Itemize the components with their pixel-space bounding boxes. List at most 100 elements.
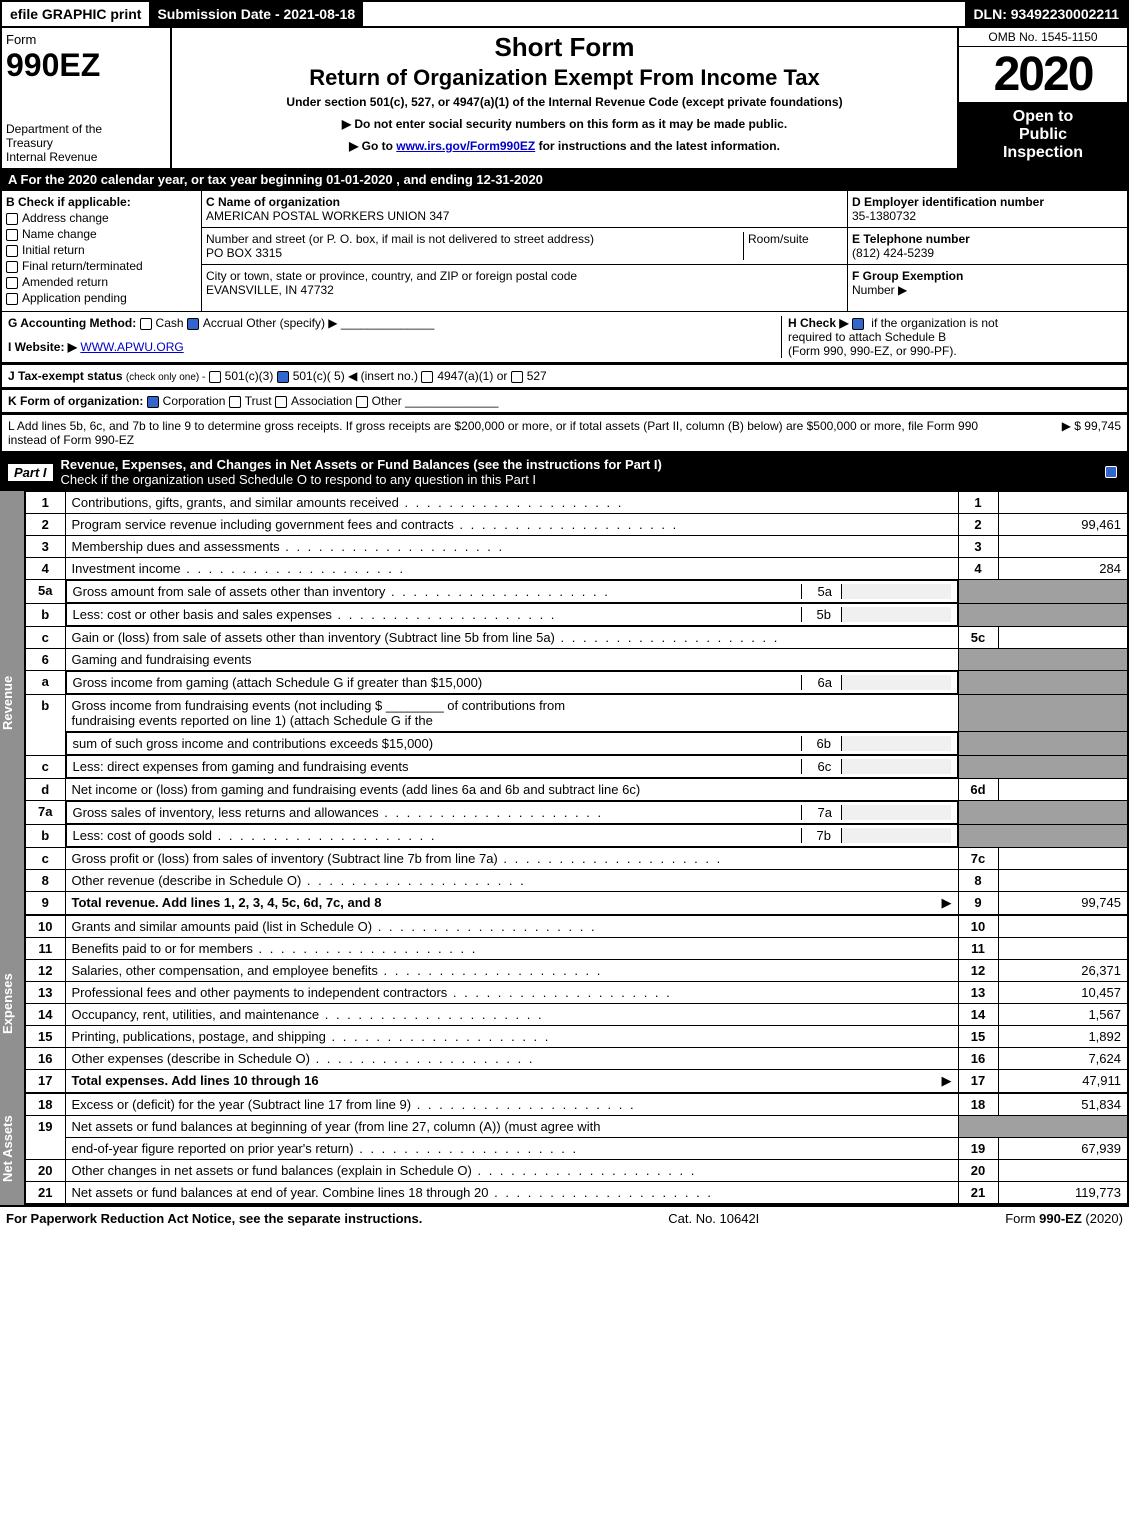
form-word: Form xyxy=(6,32,166,47)
chk-527[interactable] xyxy=(511,371,523,383)
line-14-amt: 1,567 xyxy=(998,1004,1128,1026)
l-text: L Add lines 5b, 6c, and 7b to line 9 to … xyxy=(8,419,1001,447)
line-1-amt xyxy=(998,492,1128,514)
line-5c-desc: Gain or (loss) from sale of assets other… xyxy=(65,627,958,649)
line-3-amt xyxy=(998,536,1128,558)
f-label: F Group Exemption xyxy=(852,269,963,283)
d-label: D Employer identification number xyxy=(852,195,1044,209)
line-3-desc: Membership dues and assessments xyxy=(65,536,958,558)
main-title: Return of Organization Exempt From Incom… xyxy=(176,65,953,91)
h-text3: (Form 990, 990-EZ, or 990-PF). xyxy=(788,344,957,358)
chk-501c5[interactable] xyxy=(277,371,289,383)
line-2-amt: 99,461 xyxy=(998,514,1128,536)
website-link[interactable]: WWW.APWU.ORG xyxy=(80,340,183,354)
open-line2: Public xyxy=(965,126,1121,144)
chk-accrual[interactable] xyxy=(187,318,199,330)
line-15-amt: 1,892 xyxy=(998,1026,1128,1048)
line-19-amt: 67,939 xyxy=(998,1138,1128,1160)
line-4-amt: 284 xyxy=(998,558,1128,580)
line-13-amt: 10,457 xyxy=(998,982,1128,1004)
i-label: I Website: ▶ xyxy=(8,340,77,354)
open-line3: Inspection xyxy=(965,144,1121,162)
room-suite: Room/suite xyxy=(743,232,843,260)
street-label: Number and street (or P. O. box, if mail… xyxy=(206,232,594,246)
tax-year-line: A For the 2020 calendar year, or tax yea… xyxy=(0,170,1129,191)
line-1-desc: Contributions, gifts, grants, and simila… xyxy=(65,492,958,514)
note-ssn: ▶ Do not enter social security numbers o… xyxy=(176,117,953,131)
city-label: City or town, state or province, country… xyxy=(206,269,577,283)
chk-initial-return[interactable]: Initial return xyxy=(6,243,197,257)
chk-amended[interactable]: Amended return xyxy=(6,275,197,289)
title-block: Form 990EZ Department of the Treasury In… xyxy=(0,28,1129,170)
expenses-table: 10Grants and similar amounts paid (list … xyxy=(24,915,1129,1093)
footer: For Paperwork Reduction Act Notice, see … xyxy=(0,1205,1129,1230)
omb-number: OMB No. 1545-1150 xyxy=(959,28,1127,47)
chk-cash[interactable] xyxy=(140,318,152,330)
netassets-side-label: Net Assets xyxy=(0,1093,24,1205)
city-val: EVANSVILLE, IN 47732 xyxy=(206,283,334,297)
j-label: J Tax-exempt status xyxy=(8,369,123,383)
part-i-title: Revenue, Expenses, and Changes in Net As… xyxy=(61,457,662,472)
chk-address-change[interactable]: Address change xyxy=(6,211,197,225)
chk-schedule-b[interactable] xyxy=(852,318,864,330)
footer-right: Form 990-EZ (2020) xyxy=(1005,1211,1123,1226)
expenses-side-label: Expenses xyxy=(0,915,24,1093)
short-form-title: Short Form xyxy=(176,32,953,63)
l-row: L Add lines 5b, 6c, and 7b to line 9 to … xyxy=(0,414,1129,453)
chk-other-org[interactable] xyxy=(356,396,368,408)
chk-pending[interactable]: Application pending xyxy=(6,291,197,305)
k-row: K Form of organization: Corporation Trus… xyxy=(0,389,1129,414)
h-label: H Check ▶ xyxy=(788,316,849,330)
line-12-amt: 26,371 xyxy=(998,960,1128,982)
part-i-header: Part I Revenue, Expenses, and Changes in… xyxy=(0,453,1129,491)
footer-center: Cat. No. 10642I xyxy=(668,1211,759,1226)
dept-line1: Department of the xyxy=(6,122,166,136)
line-9-amt: 99,745 xyxy=(998,892,1128,915)
dln-label: DLN: 93492230002211 xyxy=(965,2,1127,26)
f-label2: Number ▶ xyxy=(852,283,907,297)
tax-year: 2020 xyxy=(959,47,1127,102)
dept-line2: Treasury xyxy=(6,136,166,150)
chk-final-return[interactable]: Final return/terminated xyxy=(6,259,197,273)
netassets-table: 18Excess or (deficit) for the year (Subt… xyxy=(24,1093,1129,1205)
line-8-desc: Other revenue (describe in Schedule O) xyxy=(65,870,958,892)
line-7c-desc: Gross profit or (loss) from sales of inv… xyxy=(65,848,958,870)
e-label: E Telephone number xyxy=(852,232,970,246)
revenue-table: 1Contributions, gifts, grants, and simil… xyxy=(24,491,1129,915)
g-label: G Accounting Method: xyxy=(8,316,136,330)
chk-name-change[interactable]: Name change xyxy=(6,227,197,241)
c-label: C Name of organization xyxy=(206,195,340,209)
chk-schedule-o[interactable] xyxy=(1105,466,1117,478)
chk-trust[interactable] xyxy=(229,396,241,408)
irs-link[interactable]: www.irs.gov/Form990EZ xyxy=(396,139,535,153)
goto-post: for instructions and the latest informat… xyxy=(539,139,780,153)
line-16-amt: 7,624 xyxy=(998,1048,1128,1070)
part-i-check: Check if the organization used Schedule … xyxy=(61,472,537,487)
street-val: PO BOX 3315 xyxy=(206,246,282,260)
line-17-amt: 47,911 xyxy=(998,1070,1128,1093)
line-21-amt: 119,773 xyxy=(998,1182,1128,1205)
chk-corp[interactable] xyxy=(147,396,159,408)
chk-4947[interactable] xyxy=(421,371,433,383)
footer-left: For Paperwork Reduction Act Notice, see … xyxy=(6,1211,422,1226)
line-4-desc: Investment income xyxy=(65,558,958,580)
gh-row: G Accounting Method: Cash Accrual Other … xyxy=(0,311,1129,364)
efile-label[interactable]: efile GRAPHIC print xyxy=(2,2,149,26)
l-amount: ▶ $ 99,745 xyxy=(1001,419,1121,447)
ein-val: 35-1380732 xyxy=(852,209,916,223)
part-i-label: Part I xyxy=(8,464,53,481)
goto-pre: ▶ Go to xyxy=(349,139,396,153)
j-row: J Tax-exempt status (check only one) - 5… xyxy=(0,364,1129,389)
b-label: B Check if applicable: xyxy=(6,195,197,209)
dept-line3: Internal Revenue xyxy=(6,150,166,164)
entity-info: B Check if applicable: Address change Na… xyxy=(0,191,1129,311)
line-2-desc: Program service revenue including govern… xyxy=(65,514,958,536)
chk-501c3[interactable] xyxy=(209,371,221,383)
form-number: 990EZ xyxy=(6,47,166,84)
line-6d-desc: Net income or (loss) from gaming and fun… xyxy=(65,779,958,801)
org-name: AMERICAN POSTAL WORKERS UNION 347 xyxy=(206,209,449,223)
phone-val: (812) 424-5239 xyxy=(852,246,934,260)
line-6-desc: Gaming and fundraising events xyxy=(65,649,958,671)
h-text2: required to attach Schedule B xyxy=(788,330,946,344)
chk-assoc[interactable] xyxy=(275,396,287,408)
